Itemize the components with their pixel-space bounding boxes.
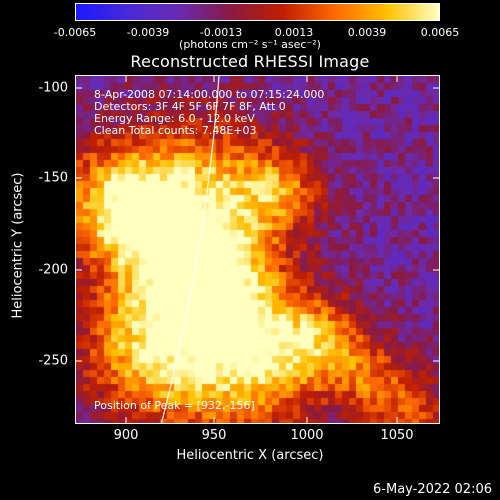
energy-range-label: Energy Range: 6.0 - 12.0 keV xyxy=(94,112,255,125)
x-tick: 950 xyxy=(201,428,227,443)
colorbar-units: (photons cm⁻² s⁻¹ asec⁻²) xyxy=(179,38,321,51)
limb-curve xyxy=(160,76,220,423)
colorbar-tick: -0.0013 xyxy=(199,26,243,39)
colorbar-tick: -0.0039 xyxy=(126,26,170,39)
y-tick: -250 xyxy=(38,353,68,369)
image-plot: 8-Apr-2008 07:14:00.000 to 07:15:24.000 … xyxy=(75,75,440,424)
colorbar-tick: 0.0065 xyxy=(420,26,460,39)
x-tick: 1000 xyxy=(290,428,324,443)
colorbar xyxy=(75,3,440,21)
x-tick: 900 xyxy=(113,428,139,443)
colorbar-tick: -0.0065 xyxy=(53,26,97,39)
clean-counts-label: Clean Total counts: 7.48E+03 xyxy=(94,124,257,137)
x-axis-label: Heliocentric X (arcsec) xyxy=(176,448,324,463)
colorbar-tick: 0.0013 xyxy=(274,26,314,39)
reconstructed-image xyxy=(76,76,439,423)
time-range-label: 8-Apr-2008 07:14:00.000 to 07:15:24.000 xyxy=(94,88,325,101)
colorbar-tick: 0.0039 xyxy=(347,26,387,39)
peak-position-label: Position of Peak = [932,-156] xyxy=(94,399,255,412)
y-tick: -150 xyxy=(38,170,68,186)
detectors-label: Detectors: 3F 4F 5F 6F 7F 8F, Att 0 xyxy=(94,100,286,113)
x-tick: 1050 xyxy=(380,428,414,443)
footer-date: 6-May-2022 02:06 xyxy=(373,482,492,497)
plot-title: Reconstructed RHESSI Image xyxy=(130,52,370,71)
y-tick: -100 xyxy=(38,80,68,96)
y-axis-label: Heliocentric Y (arcsec) xyxy=(10,172,26,319)
y-tick: -200 xyxy=(38,262,68,278)
